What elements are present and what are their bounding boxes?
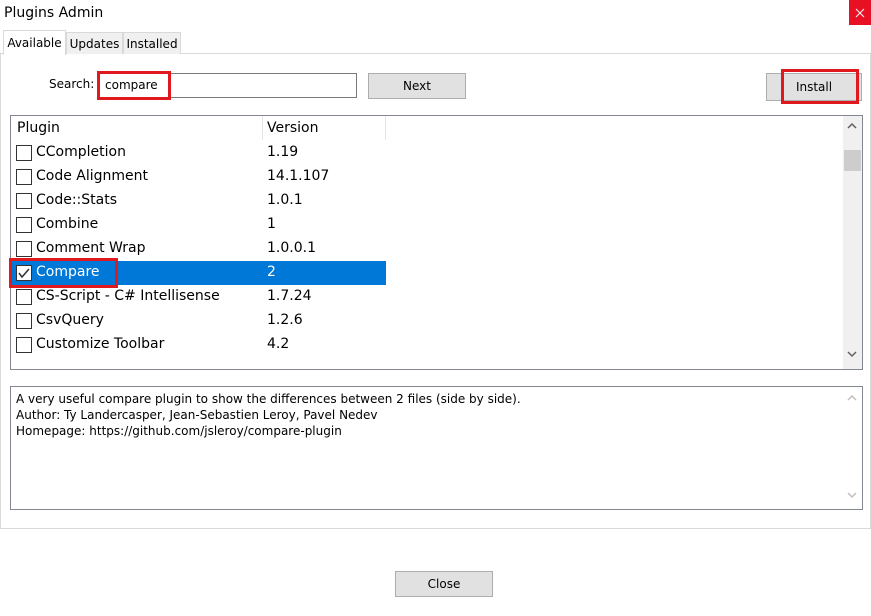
plugin-row[interactable]: Compare 2	[11, 261, 843, 285]
next-button[interactable]: Next	[368, 73, 466, 99]
tab-updates[interactable]: Updates	[66, 32, 123, 54]
search-value: compare	[97, 71, 171, 100]
plugin-row[interactable]: Comment Wrap 1.0.0.1	[11, 237, 843, 261]
close-window-button[interactable]	[849, 0, 871, 25]
plugin-name: Code::Stats	[36, 192, 118, 208]
checkbox[interactable]	[16, 241, 32, 257]
description-line: Homepage: https://github.com/jsleroy/com…	[16, 424, 342, 438]
scroll-arrows	[844, 122, 861, 358]
description-line: A very useful compare plugin to show the…	[16, 392, 521, 406]
plugin-version: 14.1.107	[267, 168, 330, 184]
plugin-version: 1	[267, 216, 276, 232]
search-label: Search:	[49, 77, 95, 91]
rows: CCompletion 1.19 Code Alignment 14.1.107 Cod…	[11, 141, 843, 369]
column-header[interactable]: Plugin	[11, 116, 263, 140]
plugin-version: 1.19	[267, 144, 299, 160]
close-button[interactable]: Close	[395, 571, 493, 597]
close-icon	[855, 8, 865, 18]
plugin-name: Compare	[36, 264, 100, 280]
plugin-version: 1.2.6	[267, 312, 303, 328]
plugin-version: 1.0.1	[267, 192, 303, 208]
plugin-list: Plugin Version CCompletion 1.19 Code Align…	[10, 115, 863, 370]
window-title: Plugins Admin	[4, 5, 104, 21]
description-lines: A very useful compare plugin to show the…	[16, 392, 862, 438]
plugin-row[interactable]: Code Alignment 14.1.107	[11, 165, 843, 189]
tab-installed[interactable]: Installed	[123, 32, 181, 54]
checkbox[interactable]	[16, 217, 32, 233]
compare-highlight	[9, 258, 118, 288]
plugin-name: Customize Toolbar	[36, 336, 165, 352]
plugin-row[interactable]: Combine 1	[11, 213, 843, 237]
plugin-row[interactable]: CCompletion 1.19	[11, 141, 843, 165]
checkbox[interactable]	[16, 313, 32, 329]
plugin-name: Comment Wrap	[36, 240, 146, 256]
plugin-row[interactable]: CsvQuery 1.2.6	[11, 309, 843, 333]
checkbox[interactable]	[16, 289, 32, 305]
plugin-row[interactable]: Customize Toolbar 4.2	[11, 333, 843, 357]
plugin-version: 1.0.0.1	[267, 240, 316, 256]
plugin-row[interactable]: Code::Stats 1.0.1	[11, 189, 843, 213]
plugin-version: 4.2	[267, 336, 290, 352]
install-highlight	[781, 69, 859, 104]
tab-available[interactable]: Available	[3, 30, 66, 55]
plugin-name: Combine	[36, 216, 99, 232]
checkbox[interactable]	[16, 169, 32, 185]
plugin-version: 1.7.24	[267, 288, 312, 304]
description-box: A very useful compare plugin to show the…	[10, 386, 863, 510]
plugin-version: 2	[267, 264, 276, 280]
checkbox[interactable]	[16, 193, 32, 209]
checkmark	[18, 268, 30, 279]
checkbox[interactable]	[16, 265, 32, 281]
checkbox[interactable]	[16, 337, 32, 353]
plugin-name: CCompletion	[36, 144, 126, 160]
selection-highlight	[11, 261, 386, 285]
plugin-row[interactable]: CS-Script - C# Intellisense 1.7.24	[11, 285, 843, 309]
checkbox[interactable]	[16, 145, 32, 161]
plugin-name: CS-Script - C# Intellisense	[36, 288, 220, 304]
description-line: Author: Ty Landercasper, Jean-Sebastien …	[16, 408, 378, 422]
plugin-name: Code Alignment	[36, 168, 149, 184]
column-header[interactable]: Version	[263, 116, 386, 140]
plugin-name: CsvQuery	[36, 312, 104, 328]
disabled-scroll-arrows	[847, 394, 857, 499]
scrollbar[interactable]	[843, 116, 862, 369]
